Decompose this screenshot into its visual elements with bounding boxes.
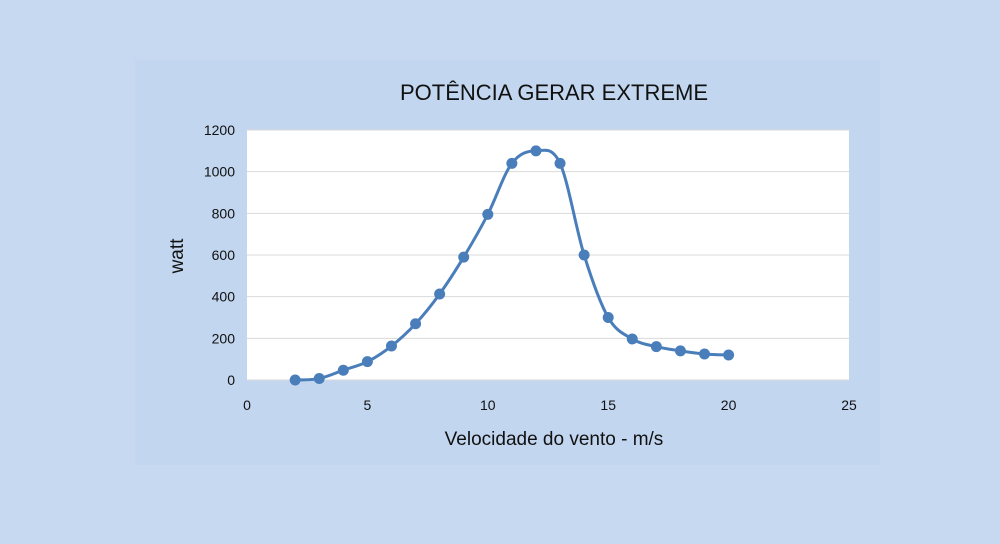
y-tick-label: 0 <box>227 372 235 388</box>
y-tick-label: 600 <box>212 247 236 263</box>
data-point <box>578 249 590 261</box>
data-point <box>506 157 518 169</box>
gridlines <box>247 129 849 381</box>
x-tick-labels: 0 5 10 15 20 25 <box>243 397 857 413</box>
x-tick-label: 0 <box>243 397 251 413</box>
data-point <box>410 318 422 330</box>
x-tick-label: 20 <box>721 397 737 413</box>
chart-title: POTÊNCIA GERAR EXTREME <box>400 80 708 105</box>
x-axis-label: Velocidade do vento - m/s <box>445 429 664 450</box>
x-tick-label: 5 <box>364 397 372 413</box>
y-tick-label: 400 <box>212 289 236 305</box>
y-tick-label: 800 <box>212 205 236 221</box>
data-point <box>434 288 446 300</box>
data-point <box>530 145 542 157</box>
data-point <box>674 345 686 357</box>
y-axis-label: watt <box>167 238 188 275</box>
data-point <box>313 373 325 385</box>
chart-svg: POTÊNCIA GERAR EXTREME 02004006008001000… <box>167 80 857 450</box>
data-point <box>554 157 566 169</box>
y-tick-label: 200 <box>212 330 236 346</box>
data-point <box>699 348 711 360</box>
data-point <box>361 356 373 368</box>
data-points <box>289 145 735 386</box>
chart-card: POTÊNCIA GERAR EXTREME 0 200 400 600 800 1000… <box>135 60 880 465</box>
x-tick-label: 15 <box>600 397 616 413</box>
data-point <box>337 364 349 376</box>
data-point <box>626 333 638 345</box>
data-point <box>385 340 397 352</box>
y-tick-labels: 0 200 400 600 800 1000 1200 <box>204 122 235 388</box>
data-point <box>723 349 735 361</box>
x-tick-label: 25 <box>841 397 857 413</box>
data-point <box>482 208 494 220</box>
x-tick-label: 10 <box>480 397 496 413</box>
y-tick-label: 1200 <box>204 122 235 138</box>
data-point <box>289 374 301 386</box>
data-point <box>458 251 470 263</box>
data-point <box>650 341 662 353</box>
data-point <box>602 312 614 323</box>
y-tick-label: 1000 <box>204 164 235 180</box>
